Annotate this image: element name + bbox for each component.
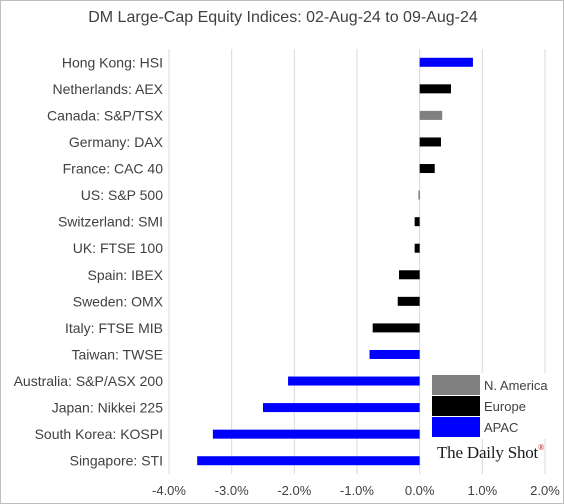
category-label-germany-dax: Germany: DAX bbox=[69, 134, 164, 150]
source-logo-text: The Daily Shot bbox=[437, 443, 539, 462]
x-tick-label-6: 2.0% bbox=[530, 483, 560, 498]
legend-swatch-n-america bbox=[432, 375, 480, 395]
category-label-sweden-omx: Sweden: OMX bbox=[73, 293, 164, 309]
category-label-taiwan-twse: Taiwan: TWSE bbox=[71, 346, 163, 362]
category-label-japan-nikkei-225: Japan: Nikkei 225 bbox=[52, 400, 164, 416]
category-label-france-cac-40: France: CAC 40 bbox=[63, 161, 164, 177]
legend-swatch-apac bbox=[432, 417, 480, 437]
bar-germany-dax bbox=[419, 137, 441, 147]
x-tick-label-0: -4.0% bbox=[152, 483, 186, 498]
bar-france-cac-40 bbox=[419, 164, 435, 174]
bar-italy-ftse-mib bbox=[372, 323, 420, 333]
category-label-south-korea-kospi: South Korea: KOSPI bbox=[35, 426, 163, 442]
x-tick-label-1: -3.0% bbox=[215, 483, 249, 498]
bar-sweden-omx bbox=[397, 296, 420, 306]
category-label-uk-ftse-100: UK: FTSE 100 bbox=[73, 240, 163, 256]
bar-us-s-p-500 bbox=[418, 190, 420, 200]
x-tick-label-2: -2.0% bbox=[277, 483, 311, 498]
bar-spain-ibex bbox=[398, 270, 420, 280]
bar-switzerland-smi bbox=[414, 217, 420, 227]
x-tick-label-4: 0.0% bbox=[405, 483, 435, 498]
legend: N. America Europe APAC bbox=[430, 373, 548, 439]
bar-australia-s-p-asx-200 bbox=[288, 376, 420, 386]
category-label-canada-s-p-tsx: Canada: S&P/TSX bbox=[47, 107, 164, 123]
category-label-switzerland-smi: Switzerland: SMI bbox=[58, 214, 163, 230]
source-logo: The Daily Shot® bbox=[437, 443, 544, 462]
category-label-spain-ibex: Spain: IBEX bbox=[88, 267, 164, 283]
chart-title: DM Large-Cap Equity Indices: 02-Aug-24 t… bbox=[88, 9, 478, 26]
legend-label-apac: APAC bbox=[484, 420, 518, 435]
x-tick-label-5: 1.0% bbox=[468, 483, 498, 498]
category-label-netherlands-aex: Netherlands: AEX bbox=[52, 81, 163, 97]
legend-label-europe: Europe bbox=[484, 399, 526, 414]
bar-taiwan-twse bbox=[369, 349, 420, 359]
legend-swatch-europe bbox=[432, 396, 480, 416]
category-label-australia-s-p-asx-200: Australia: S&P/ASX 200 bbox=[14, 373, 164, 389]
category-label-us-s-p-500: US: S&P 500 bbox=[81, 187, 163, 203]
category-label-singapore-sti: Singapore: STI bbox=[70, 453, 163, 469]
bar-south-korea-kospi bbox=[212, 429, 420, 439]
bar-singapore-sti bbox=[197, 456, 420, 466]
category-labels: Hong Kong: HSI Netherlands: AEX Canada: S&… bbox=[14, 54, 164, 468]
bars bbox=[197, 57, 473, 466]
x-tick-label-3: -1.0% bbox=[340, 483, 374, 498]
legend-label-n-america: N. America bbox=[484, 378, 548, 393]
bar-uk-ftse-100 bbox=[414, 243, 420, 253]
bar-hong-kong-hsi bbox=[419, 57, 473, 67]
bar-canada-s-p-tsx bbox=[419, 110, 443, 120]
bar-netherlands-aex bbox=[419, 84, 451, 94]
category-label-italy-ftse-mib: Italy: FTSE MIB bbox=[65, 320, 163, 336]
category-label-hong-kong-hsi: Hong Kong: HSI bbox=[62, 54, 163, 70]
x-tick-labels: -4.0% -3.0% -2.0% -1.0% 0.0% 1.0% 2.0% bbox=[152, 483, 560, 498]
bar-japan-nikkei-225 bbox=[263, 403, 420, 413]
